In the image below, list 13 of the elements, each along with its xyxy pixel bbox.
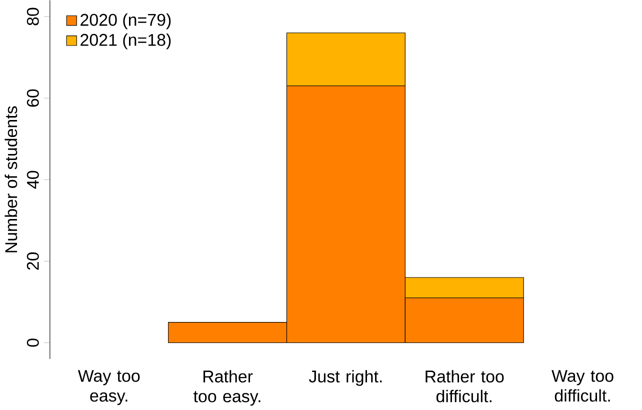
y-tick-label: 80 [26, 8, 39, 26]
x-tick-label: Way too difficult. [552, 370, 614, 402]
x-tick-label: Rather too easy. [194, 370, 260, 406]
x-tick-label: Way too easy. [78, 370, 140, 405]
x-tick-label: Just right. [308, 370, 382, 386]
y-axis-title: Number of students [4, 106, 18, 252]
y-tick-label: 60 [26, 89, 39, 107]
legend-label: 2020 (n=79) [80, 13, 171, 30]
y-tick-label: 20 [26, 252, 39, 270]
legend-label: 2021 (n=18) [80, 33, 171, 50]
x-tick-label: Rather too difficult. [426, 370, 504, 402]
y-tick-label: 0 [26, 338, 39, 347]
y-tick-label: 40 [26, 170, 39, 189]
